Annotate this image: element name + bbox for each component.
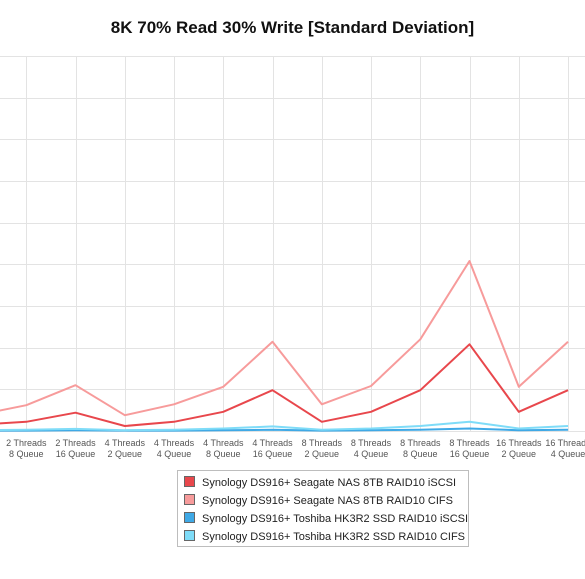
x-tick-label: 8 Threads 16 Queue [449,438,490,459]
legend-item: Synology DS916+ Toshiba HK3R2 SSD RAID10… [184,510,468,528]
x-tick-label: 2 Threads 16 Queue [55,438,96,459]
x-tick-label: 2 Threads 8 Queue [6,438,47,459]
x-tick-label: 4 Threads 4 Queue [154,438,195,459]
legend: Synology DS916+ Seagate NAS 8TB RAID10 i… [177,470,469,547]
legend-item: Synology DS916+ Seagate NAS 8TB RAID10 C… [184,492,468,510]
x-tick-label: 8 Threads 8 Queue [400,438,441,459]
chart-title: 8K 70% Read 30% Write [Standard Deviatio… [110,18,475,37]
legend-swatch [184,530,195,541]
legend-swatch [184,494,195,505]
legend-label: Synology DS916+ Seagate NAS 8TB RAID10 i… [202,477,457,489]
legend-swatch [184,512,195,523]
x-tick-label: 8 Threads 4 Queue [351,438,392,459]
x-tick-label: 4 Threads 8 Queue [203,438,244,459]
legend-item: Synology DS916+ Toshiba HK3R2 SSD RAID10… [184,528,468,546]
x-tick-label: 4 Threads 16 Queue [252,438,293,459]
legend-item: Synology DS916+ Seagate NAS 8TB RAID10 i… [184,474,468,492]
x-tick-label: 4 Threads 2 Queue [105,438,146,459]
x-tick-label: 8 Threads 2 Queue [302,438,343,459]
legend-label: Synology DS916+ Toshiba HK3R2 SSD RAID10… [202,531,466,543]
legend-label: Synology DS916+ Seagate NAS 8TB RAID10 C… [202,495,453,507]
legend-label: Synology DS916+ Toshiba HK3R2 SSD RAID10… [202,513,469,525]
series-line-2 [0,260,569,417]
legend-swatch [184,476,195,487]
x-tick-label: 16 Threads 2 Queue [496,438,542,459]
